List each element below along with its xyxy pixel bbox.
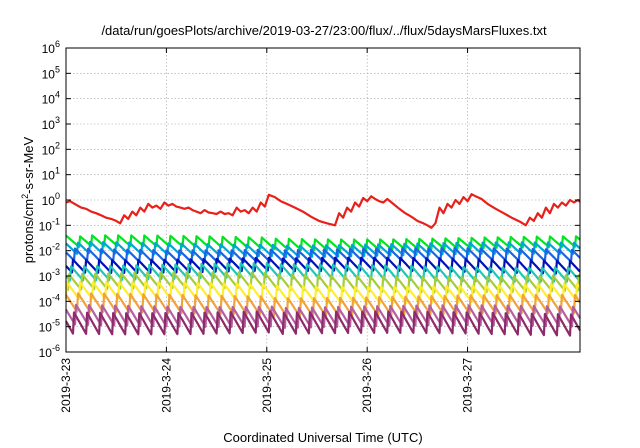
- y-axis: 106 105 104 103 102 101 100 10-1 10-2 10-3 10-4 10-…: [39, 39, 580, 360]
- x-axis-label: Coordinated Universal Time (UTC): [223, 430, 422, 445]
- y-tick-label: 101: [42, 166, 60, 183]
- x-tick-label: 2019-3-24: [159, 358, 173, 413]
- series-line: [65, 193, 581, 229]
- y-tick-label: 10-1: [39, 216, 60, 233]
- y-axis-label: protons/cm2-s-sr-MeV: [20, 136, 36, 263]
- y-tick-label: 106: [42, 39, 60, 56]
- x-axis: 2019-3-23 2019-3-24 2019-3-25 2019-3-26 2019…: [59, 48, 475, 413]
- series-line: [65, 271, 581, 294]
- y-tick-label: 100: [42, 191, 60, 208]
- y-tick-label: 10-6: [39, 343, 60, 360]
- y-tick-label: 102: [42, 140, 60, 157]
- y-axis-label-base: protons/cm: [21, 199, 36, 263]
- y-axis-label-rest: -s-sr-MeV: [21, 136, 36, 193]
- chart-title: /data/run/goesPlots/archive/2019-03-27/2…: [101, 23, 547, 38]
- y-tick-label: 10-2: [39, 242, 60, 259]
- x-tick-label: 2019-3-23: [59, 358, 73, 413]
- y-axis-label-sup: 2: [20, 194, 30, 199]
- y-tick-label: 103: [42, 115, 60, 132]
- y-tick-label: 10-3: [39, 267, 60, 284]
- series-line: [64, 281, 581, 305]
- y-tick-label: 10-5: [39, 318, 60, 335]
- x-tick-label: 2019-3-27: [461, 358, 475, 413]
- x-tick-label: 2019-3-26: [360, 358, 374, 413]
- series-line: [65, 262, 581, 283]
- series-line: [65, 256, 581, 275]
- y-tick-label: 10-4: [39, 292, 60, 309]
- series-group: [64, 193, 581, 337]
- y-tick-label: 104: [42, 90, 60, 107]
- series-line: [65, 310, 581, 337]
- x-tick-label: 2019-3-25: [260, 358, 274, 413]
- y-tick-label: 105: [42, 64, 60, 81]
